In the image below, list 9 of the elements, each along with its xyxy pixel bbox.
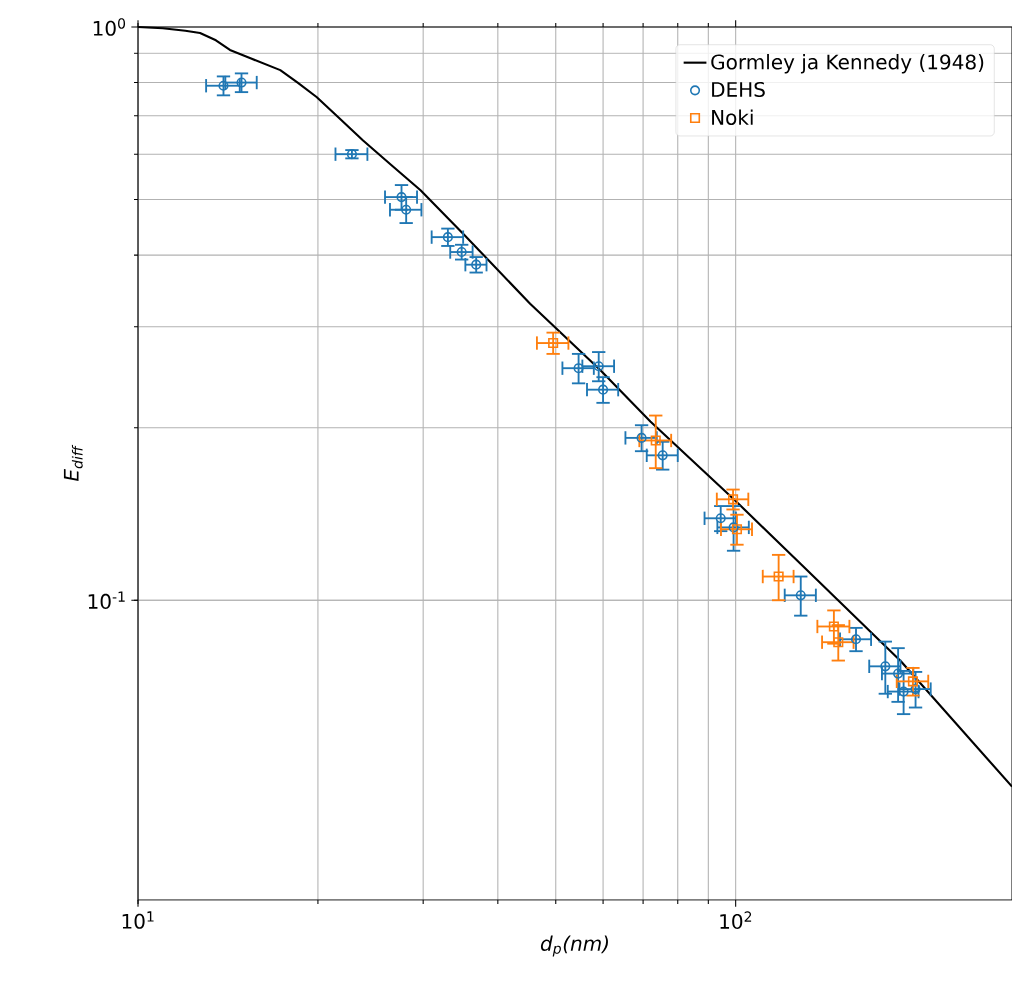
legend-label: Noki bbox=[712, 109, 753, 125]
x-axis-title: d$_{p}$(nm) bbox=[540, 935, 608, 957]
y-tick-label: 10$^{0}$ bbox=[93, 18, 126, 36]
y-tick-label: 10$^{-1}$ bbox=[88, 591, 125, 609]
legend-label: DEHS bbox=[712, 81, 765, 98]
x-tick-label: 10$^{1}$ bbox=[122, 911, 154, 929]
y-axis-title: E$_{diff}$ bbox=[63, 444, 83, 482]
legend-label: Gormley ja Kennedy (1948) bbox=[711, 54, 984, 74]
x-tick-label: 10$^{2}$ bbox=[720, 911, 752, 930]
